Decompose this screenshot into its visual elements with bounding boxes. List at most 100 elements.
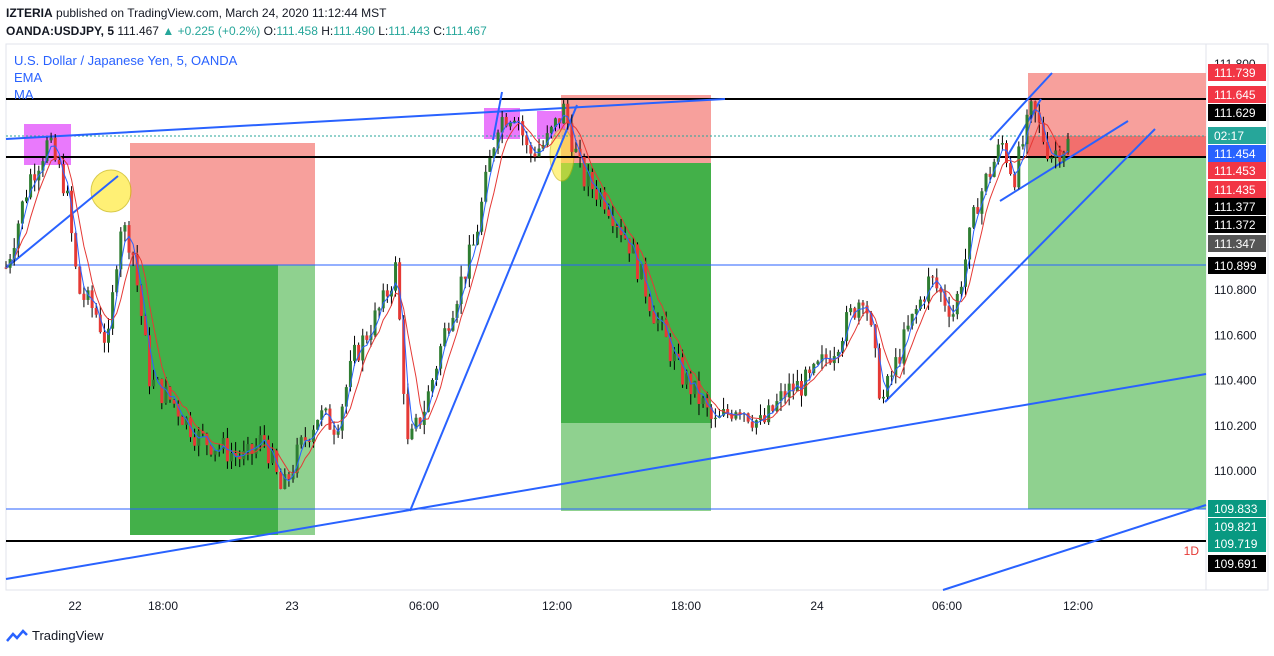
footer-brand[interactable]: TradingView <box>6 628 104 643</box>
price-badge-label-7: 111.377 <box>1214 200 1256 214</box>
price-badge-8 <box>1208 216 1266 233</box>
candle-body-38 <box>160 378 164 404</box>
candle-body-187 <box>771 405 775 412</box>
x-tick-0: 22 <box>68 599 82 613</box>
trendline-bottom-right[interactable] <box>942 504 1207 591</box>
price-badge-6 <box>1208 181 1266 198</box>
candle-body-166 <box>685 373 689 385</box>
candle-body-67 <box>279 472 283 489</box>
candle-body-157 <box>648 296 652 312</box>
profit-zone-1-remaining <box>278 265 315 535</box>
candle-body-12 <box>53 137 57 160</box>
trendline-lower[interactable] <box>5 373 1207 580</box>
candle-body-37 <box>156 378 160 380</box>
candle-body-116 <box>480 201 484 232</box>
candle-body-230 <box>947 305 951 317</box>
price-badge-9 <box>1208 235 1266 252</box>
y-tick-5: 110.000 <box>1214 464 1257 478</box>
price-badge-label-14: 109.691 <box>1214 557 1258 571</box>
chart-header: IZTERIA published on TradingView.com, Ma… <box>6 4 487 40</box>
candle-body-251 <box>1033 101 1037 113</box>
candle-body-184 <box>758 415 762 421</box>
profit-zone-2-remaining <box>561 423 711 511</box>
candle-body-105 <box>435 368 439 380</box>
candle-body-229 <box>943 292 947 306</box>
candle-body-84 <box>348 360 352 388</box>
price-badge-11 <box>1208 500 1266 517</box>
candle-body-82 <box>340 406 344 431</box>
candle-body-0 <box>4 267 8 269</box>
price-change: +0.225 (+0.2%) <box>177 24 261 38</box>
candle-body-183 <box>754 420 758 428</box>
candle-body-71 <box>295 444 299 474</box>
candle-body-177 <box>730 413 734 419</box>
candle-body-57 <box>238 456 242 460</box>
candle-body-244 <box>1004 143 1008 164</box>
candle-body-3 <box>16 223 20 249</box>
candle-body-43 <box>180 416 184 425</box>
candle-body-201 <box>828 358 832 364</box>
profit-zone-1 <box>130 265 278 535</box>
candle-body-104 <box>430 379 434 392</box>
candle-body-6 <box>29 174 33 198</box>
trendline-upper[interactable] <box>5 98 726 140</box>
x-tick-5: 18:00 <box>671 599 701 613</box>
last-price: 111.467 <box>117 24 159 38</box>
candle-body-253 <box>1041 122 1045 142</box>
candle-body-48 <box>201 431 205 434</box>
candle-body-62 <box>258 435 262 446</box>
candle-body-33 <box>139 285 143 316</box>
candle-body-106 <box>439 346 443 369</box>
candle-body-80 <box>332 429 336 435</box>
candle-body-91 <box>377 308 381 311</box>
candle-body-36 <box>152 379 156 387</box>
candle-body-153 <box>631 244 635 254</box>
chart-legend: U.S. Dollar / Japanese Yen, 5, OANDA EMA… <box>14 52 237 103</box>
candle-body-2 <box>12 248 16 260</box>
candle-body-212 <box>873 325 877 349</box>
trendline-channel-high[interactable] <box>989 72 1053 141</box>
candle-body-41 <box>172 399 176 404</box>
candle-body-209 <box>861 302 865 306</box>
candle-body-59 <box>246 444 250 451</box>
candle-body-34 <box>143 315 147 336</box>
author-name[interactable]: IZTERIA <box>6 6 53 20</box>
candle-body-76 <box>316 419 320 430</box>
profit-zone-3 <box>1028 157 1206 509</box>
legend-ema[interactable]: EMA <box>14 70 43 85</box>
candle-body-113 <box>467 244 471 279</box>
candle-body-223 <box>918 299 922 309</box>
candle-body-114 <box>471 244 475 246</box>
candle-body-218 <box>898 357 902 364</box>
candle-body-234 <box>963 259 967 287</box>
y-tick-2: 110.600 <box>1214 328 1257 342</box>
candle-body-143 <box>590 171 594 190</box>
candle-body-199 <box>820 354 824 362</box>
legend-ma[interactable]: MA <box>14 87 34 102</box>
tradingview-logo-icon <box>6 628 28 642</box>
candle-body-226 <box>931 276 935 278</box>
candle-body-258 <box>1062 152 1066 162</box>
price-badge-4 <box>1208 145 1266 162</box>
candle-body-49 <box>205 433 209 446</box>
candle-body-190 <box>783 391 787 398</box>
trendline-spike[interactable] <box>492 91 503 141</box>
candle-body-224 <box>922 299 926 302</box>
candle-body-158 <box>652 311 656 324</box>
candle-body-233 <box>959 286 963 294</box>
trendline-rally[interactable] <box>409 104 578 512</box>
trendline-left[interactable] <box>5 175 119 269</box>
candle-body-97 <box>402 319 406 394</box>
active-stop-band <box>1028 136 1206 157</box>
low-value: 111.443 <box>388 24 430 38</box>
price-badge-label-13: 109.719 <box>1214 537 1258 551</box>
candle-body-14 <box>61 164 65 194</box>
symbol-label: OANDA:USDJPY, 5 <box>6 24 115 38</box>
candle-body-249 <box>1025 114 1029 145</box>
candle-body-90 <box>373 310 377 336</box>
x-tick-7: 06:00 <box>932 599 962 613</box>
candle-body-69 <box>287 474 291 480</box>
candle-body-219 <box>902 329 906 364</box>
trendline-channel-low[interactable] <box>884 128 1156 403</box>
